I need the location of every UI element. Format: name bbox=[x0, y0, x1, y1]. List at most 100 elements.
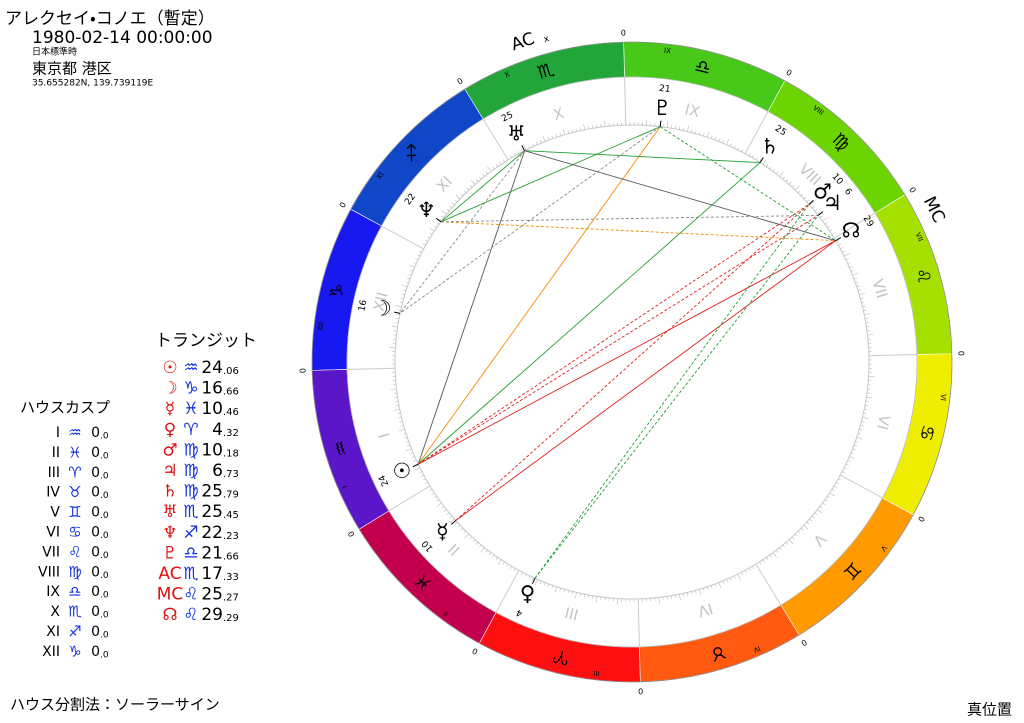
planet-degree: 4 bbox=[515, 607, 525, 619]
degree-tick bbox=[405, 440, 409, 443]
degree-tick bbox=[595, 596, 598, 603]
sign-house-number: IV bbox=[752, 644, 762, 654]
degree-tick bbox=[536, 141, 538, 145]
degree-tick bbox=[800, 527, 804, 531]
house-number: III bbox=[48, 465, 60, 481]
degree-tick bbox=[571, 591, 573, 595]
transit-sign: ♒ bbox=[183, 358, 198, 378]
degree-tick bbox=[524, 573, 527, 577]
degree-tick bbox=[859, 292, 866, 295]
cusp-degree: 0 bbox=[916, 515, 926, 524]
degree-tick bbox=[539, 580, 542, 584]
degree-tick bbox=[532, 143, 534, 147]
house-degree: 0 bbox=[91, 505, 100, 521]
house-degree-fraction: .0 bbox=[100, 571, 109, 581]
planet-glyph: ♂ bbox=[813, 179, 832, 203]
planet-glyph: ♇ bbox=[653, 96, 672, 120]
planet-degree: 25 bbox=[500, 110, 515, 124]
house-number: VI bbox=[46, 525, 60, 541]
transit-degree-fraction: .27 bbox=[223, 593, 239, 604]
transit-degree: 24 bbox=[201, 358, 223, 378]
degree-tick bbox=[817, 212, 821, 215]
degree-tick bbox=[806, 199, 810, 203]
house-number: VII bbox=[42, 544, 60, 560]
degree-tick bbox=[678, 594, 681, 601]
degree-tick bbox=[405, 448, 412, 452]
degree-tick bbox=[455, 194, 461, 200]
degree-tick bbox=[794, 533, 798, 537]
degree-tick bbox=[829, 492, 835, 497]
degree-tick bbox=[855, 281, 859, 284]
degree-tick bbox=[411, 456, 415, 458]
transit-planet: AC bbox=[158, 564, 181, 584]
degree-tick bbox=[730, 143, 732, 147]
transit-sign: ♌ bbox=[183, 605, 198, 625]
degree-tick bbox=[454, 199, 458, 203]
house-number: II bbox=[52, 445, 60, 461]
degree-tick bbox=[806, 521, 810, 525]
transit-planet: ♆ bbox=[162, 523, 177, 543]
transit-sign: ♑ bbox=[183, 379, 198, 399]
planet-glyph: ☽ bbox=[373, 297, 392, 321]
transit-planet: MC bbox=[157, 585, 184, 605]
degree-tick bbox=[575, 128, 577, 132]
house-degree-fraction: .0 bbox=[100, 471, 109, 481]
sign-glyph: ♉ bbox=[707, 640, 728, 665]
degree-tick bbox=[567, 590, 569, 594]
degree-tick bbox=[687, 592, 689, 596]
degree-tick bbox=[579, 593, 581, 597]
degree-tick bbox=[755, 157, 758, 161]
degree-tick bbox=[563, 589, 565, 593]
datetime: 1980-02-14 00:00:00 bbox=[32, 28, 213, 48]
degree-tick bbox=[814, 512, 818, 515]
degree-tick bbox=[852, 448, 856, 451]
degree-tick bbox=[480, 547, 485, 553]
degree-tick bbox=[587, 594, 590, 599]
planet-pointer bbox=[394, 311, 401, 314]
degree-tick bbox=[513, 152, 516, 156]
degree-tick bbox=[403, 432, 407, 435]
degree-tick bbox=[436, 502, 442, 507]
degree-tick bbox=[397, 309, 401, 311]
degree-tick bbox=[683, 127, 685, 131]
transit-degree: 10 bbox=[201, 440, 223, 460]
degree-tick bbox=[779, 171, 784, 177]
degree-tick bbox=[398, 417, 402, 419]
degree-tick bbox=[487, 166, 492, 172]
degree-tick bbox=[710, 585, 713, 589]
house-degree: 0 bbox=[91, 564, 100, 580]
degree-tick bbox=[658, 597, 660, 604]
degree-tick bbox=[737, 573, 741, 580]
transit-sign: ♓ bbox=[183, 399, 198, 419]
degree-tick bbox=[562, 128, 565, 135]
degree-tick bbox=[714, 583, 717, 587]
degree-tick bbox=[551, 135, 554, 139]
degree-tick bbox=[856, 285, 860, 288]
planet-pointer bbox=[521, 145, 526, 151]
degree-tick bbox=[752, 566, 755, 569]
house-number-inner: XI bbox=[433, 173, 456, 196]
degree-tick bbox=[861, 301, 865, 303]
degree-tick bbox=[559, 587, 562, 591]
degree-tick bbox=[475, 542, 479, 545]
degree-tick bbox=[718, 582, 722, 589]
degree-tick bbox=[452, 202, 455, 206]
planet-pointer bbox=[532, 578, 536, 584]
degree-tick bbox=[429, 227, 435, 232]
degree-tick bbox=[422, 478, 426, 481]
degree-tick bbox=[574, 592, 577, 599]
degree-tick bbox=[400, 425, 404, 427]
degree-tick bbox=[583, 594, 586, 598]
sign-house-number: VII bbox=[914, 232, 925, 243]
degree-tick bbox=[722, 580, 725, 584]
degree-tick bbox=[469, 184, 473, 188]
degree-tick bbox=[571, 129, 573, 133]
degree-tick bbox=[463, 190, 467, 194]
transit-degree: 25 bbox=[201, 585, 223, 605]
house-sign: ♈ bbox=[68, 463, 81, 481]
degree-tick bbox=[831, 232, 835, 235]
degree-tick bbox=[762, 559, 765, 563]
planet-degree: 22 bbox=[403, 192, 418, 207]
degree-tick bbox=[454, 521, 458, 525]
